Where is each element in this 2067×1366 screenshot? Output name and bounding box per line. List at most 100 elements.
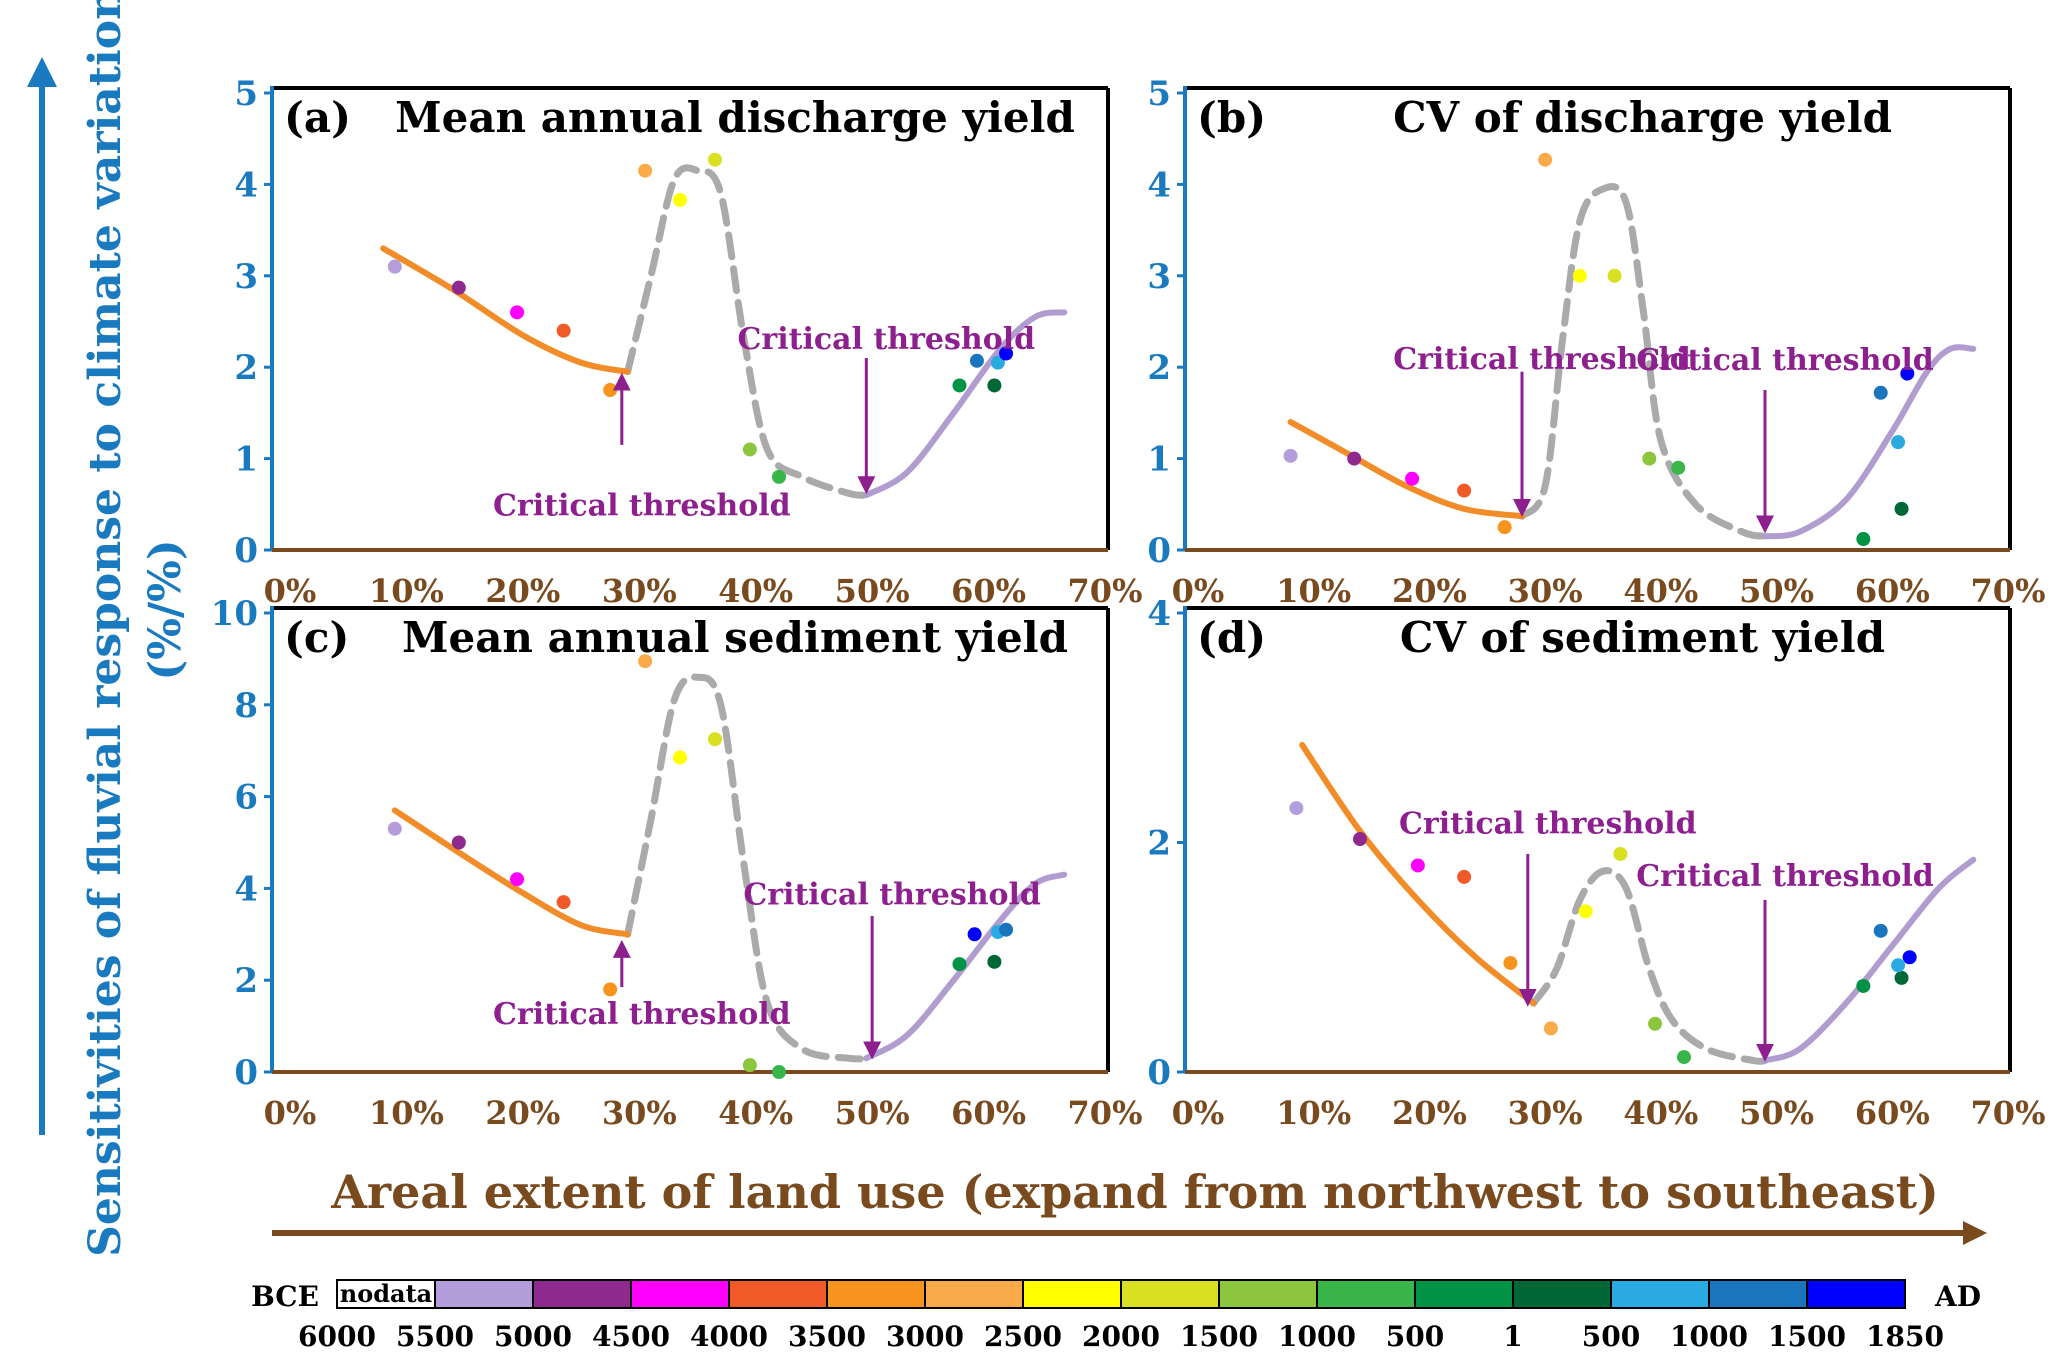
x-tick-label: 50%: [1739, 572, 1814, 610]
x-tick-label: 30%: [1508, 572, 1583, 610]
data-point: [1671, 460, 1686, 475]
timescale-tick-label: 3500: [788, 1320, 866, 1353]
data-point: [990, 355, 1005, 370]
x-tick-label: 40%: [718, 1094, 793, 1132]
y-tick-label: 1: [1147, 440, 1171, 480]
y-tick-label: 4: [1147, 165, 1171, 205]
x-tick-label: 10%: [1276, 1094, 1351, 1132]
y-tick-label: 6: [234, 778, 258, 818]
x-tick-label: 20%: [1392, 1094, 1467, 1132]
x-tick-label: 40%: [718, 572, 793, 610]
x-tick-label: 10%: [369, 572, 444, 610]
timescale-tick-label: 4000: [690, 1320, 768, 1353]
data-point: [1648, 1016, 1663, 1031]
panel-title: CV of discharge yield: [1393, 93, 1892, 142]
gray-dashed-curve: [1518, 183, 1769, 540]
panel-c: 0 2 4 6 8 10 0% 10% 20% 30% 40% 50% 60% 70% (c) Mean an…: [211, 594, 1143, 1132]
y-tick-label: 0: [1147, 531, 1171, 571]
data-point: [1873, 385, 1888, 400]
x-tick-label: 20%: [485, 1094, 560, 1132]
y-tick-label: 1: [234, 440, 258, 480]
gray-dashed-curve: [624, 164, 870, 499]
data-point: [999, 346, 1014, 361]
data-point: [1900, 366, 1915, 381]
data-point: [772, 1065, 786, 1079]
timescale-tick-label: 1000: [1278, 1320, 1356, 1353]
timescale-box: [1610, 1279, 1710, 1309]
timescale-box: [1512, 1279, 1612, 1309]
data-point: [742, 1058, 757, 1073]
panel-label: (c): [284, 613, 349, 662]
purple-curve: [1762, 344, 1977, 540]
panel-label: (d): [1197, 613, 1266, 662]
data-point: [510, 872, 525, 887]
x-tick-label: 50%: [835, 1094, 910, 1132]
data-point: [772, 469, 786, 484]
y-tick-label: 4: [1147, 594, 1171, 634]
timescale-box: [728, 1279, 828, 1309]
data-point: [1613, 846, 1628, 861]
data-point: [603, 383, 618, 398]
data-point: [1894, 970, 1909, 985]
timescale-tick-label: 6000: [298, 1320, 376, 1353]
timescale-tick-label: 3000: [886, 1320, 964, 1353]
data-point: [969, 353, 984, 368]
data-point: [673, 192, 688, 207]
threshold-label: Critical threshold: [493, 488, 791, 523]
data-point: [1642, 451, 1657, 466]
x-tick-label: 20%: [485, 572, 560, 610]
data-point: [1873, 923, 1888, 938]
threshold-label: Critical threshold: [1636, 343, 1934, 378]
data-point: [673, 750, 688, 765]
y-tick-label: 2: [234, 348, 258, 388]
timescale-box: [1806, 1279, 1906, 1309]
y-tick-label: 0: [1147, 1053, 1171, 1093]
data-point: [1677, 1050, 1691, 1065]
orange-curve: [1299, 741, 1537, 1007]
y-tick-label: 3: [1147, 257, 1171, 297]
data-point: [952, 957, 967, 972]
timescale-box: [1022, 1279, 1122, 1309]
timescale-box: [630, 1279, 730, 1309]
panel-title: Mean annual sediment yield: [402, 613, 1068, 662]
threshold-label: Critical threshold: [743, 877, 1041, 912]
x-tick-label: 10%: [1276, 572, 1351, 610]
gray-dashed-curve: [624, 673, 870, 1063]
timescale-tick-label: 1500: [1768, 1320, 1846, 1353]
data-point: [387, 821, 402, 836]
timescale-left-label: BCE: [251, 1280, 319, 1313]
x-tick-label: 30%: [602, 1094, 677, 1132]
timescale-box: [1414, 1279, 1514, 1309]
y-tick-label: 4: [234, 165, 258, 205]
timescale-box: [434, 1279, 534, 1309]
x-tick-label: 60%: [951, 572, 1026, 610]
timescale-tick-label: 2500: [984, 1320, 1062, 1353]
orange-curve: [380, 245, 631, 375]
data-point: [967, 927, 982, 942]
data-point: [1497, 520, 1512, 535]
y-tick-label: 2: [1147, 824, 1171, 864]
data-point: [707, 152, 722, 167]
x-tick-label: 50%: [835, 572, 910, 610]
y-axis-label: Sensitivities of fluvial response to cli…: [80, 0, 131, 1257]
purple-curve: [1762, 856, 1977, 1064]
timescale-box: [532, 1279, 632, 1309]
data-point: [603, 982, 618, 997]
y-tick-label: 10: [211, 594, 258, 634]
data-point: [451, 835, 466, 850]
timescale-tick-label: 5500: [396, 1320, 474, 1353]
panel-title: CV of sediment yield: [1400, 613, 1885, 662]
data-point: [556, 323, 571, 338]
x-tick-label: 30%: [1508, 1094, 1583, 1132]
y-tick-label: 2: [1147, 348, 1171, 388]
x-tick-label: 40%: [1623, 1094, 1698, 1132]
data-point: [1405, 471, 1420, 486]
x-tick-label: 40%: [1623, 572, 1698, 610]
timescale-tick-label: 2000: [1082, 1320, 1160, 1353]
data-point: [1891, 435, 1906, 450]
timescale-tick-label: 1: [1503, 1320, 1522, 1353]
y-tick-label: 4: [234, 869, 258, 909]
x-tick-label: 10%: [369, 1094, 444, 1132]
